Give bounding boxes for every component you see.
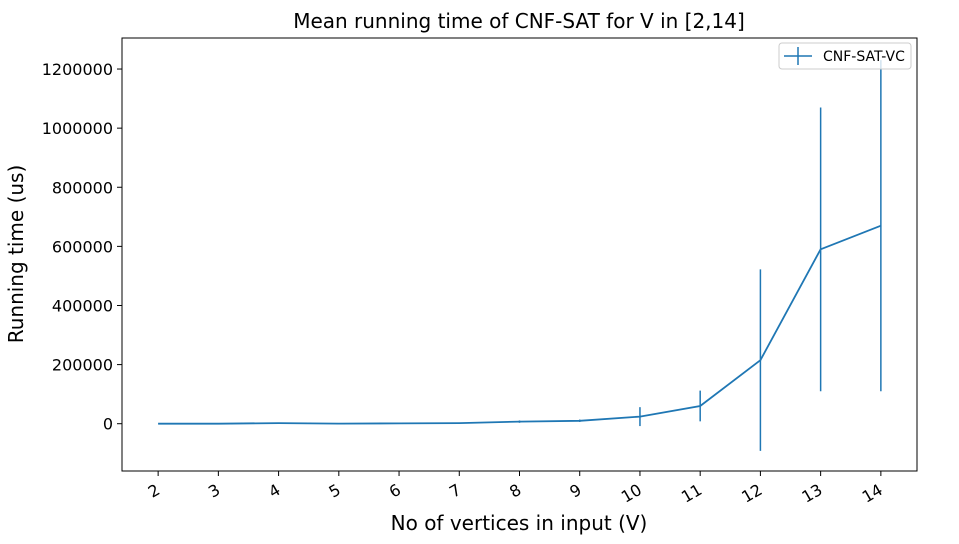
- legend: CNF-SAT-VC: [778, 42, 912, 70]
- y-tick-label-1200000: 1200000: [42, 60, 113, 79]
- x-tick-label-10: 10: [618, 480, 645, 507]
- y-tick-label-0: 0: [103, 415, 113, 434]
- x-tick-label-9: 9: [566, 480, 584, 502]
- legend-box: [778, 42, 912, 70]
- plot-area: [158, 60, 882, 451]
- plot-frame: [121, 37, 918, 472]
- x-tick-label-13: 13: [799, 480, 826, 507]
- x-tick-label-11: 11: [678, 480, 705, 507]
- y-tick-label-1000000: 1000000: [42, 119, 113, 138]
- x-axis: 2 3 4 5 6 7 8 9 10 11 12 13 14: [145, 471, 886, 507]
- x-tick-label-3: 3: [205, 480, 223, 502]
- x-tick-label-8: 8: [506, 480, 524, 502]
- x-axis-label: No of vertices in input (V): [391, 511, 648, 535]
- chart-title: Mean running time of CNF-SAT for V in [2…: [293, 9, 745, 33]
- x-tick-label-2: 2: [145, 480, 163, 502]
- x-tick-label-4: 4: [265, 480, 283, 502]
- x-tick-label-14: 14: [859, 480, 886, 507]
- y-tick-label-200000: 200000: [52, 356, 113, 375]
- x-tick-label-5: 5: [325, 480, 343, 502]
- y-tick-label-400000: 400000: [52, 296, 113, 315]
- y-tick-label-800000: 800000: [52, 178, 113, 197]
- x-tick-label-12: 12: [738, 480, 765, 507]
- series-line-0: [158, 224, 882, 425]
- legend-entry-label: CNF-SAT-VC: [823, 49, 905, 65]
- x-tick-label-6: 6: [386, 480, 404, 502]
- y-tick-label-600000: 600000: [52, 237, 113, 256]
- y-axis: 0 200000 400000 600000 800000 1000000 1200000: [42, 60, 122, 434]
- y-axis-label: Running time (us): [4, 165, 28, 344]
- x-tick-label-7: 7: [446, 480, 464, 502]
